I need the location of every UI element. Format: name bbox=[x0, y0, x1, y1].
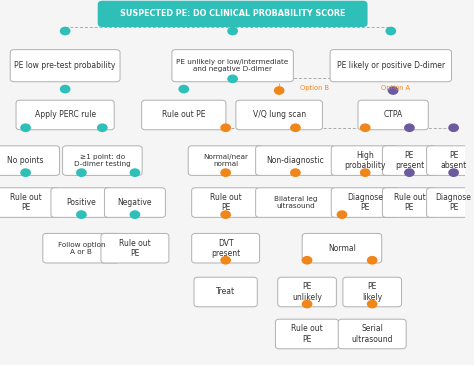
Text: High
probability: High probability bbox=[345, 151, 386, 170]
Text: Rule out
PE: Rule out PE bbox=[393, 193, 425, 212]
Circle shape bbox=[337, 211, 346, 218]
Circle shape bbox=[405, 169, 414, 176]
Text: Diagnose
PE: Diagnose PE bbox=[347, 193, 383, 212]
Circle shape bbox=[367, 257, 377, 264]
Text: PE unlikely or low/intermediate
and negative D-dimer: PE unlikely or low/intermediate and nega… bbox=[176, 59, 289, 72]
Text: CTPA: CTPA bbox=[383, 111, 403, 119]
Circle shape bbox=[77, 211, 86, 218]
Text: Non-diagnostic: Non-diagnostic bbox=[266, 156, 324, 165]
Text: Rule out
PE: Rule out PE bbox=[119, 238, 151, 258]
Text: V/Q lung scan: V/Q lung scan bbox=[253, 111, 306, 119]
Text: Diagnose
PE: Diagnose PE bbox=[436, 193, 472, 212]
Text: Rule out PE: Rule out PE bbox=[162, 111, 206, 119]
Circle shape bbox=[21, 169, 30, 176]
Circle shape bbox=[221, 257, 230, 264]
Circle shape bbox=[130, 211, 139, 218]
FancyBboxPatch shape bbox=[330, 50, 452, 82]
FancyBboxPatch shape bbox=[302, 234, 382, 263]
Text: PE low pre-test probability: PE low pre-test probability bbox=[14, 61, 116, 70]
Circle shape bbox=[221, 211, 230, 218]
Circle shape bbox=[291, 124, 300, 131]
FancyBboxPatch shape bbox=[383, 188, 437, 218]
Text: Rule out
PE: Rule out PE bbox=[291, 324, 323, 344]
Text: Follow option
A or B: Follow option A or B bbox=[58, 242, 105, 255]
Text: Rule out
PE: Rule out PE bbox=[9, 193, 41, 212]
Text: Option A: Option A bbox=[381, 85, 410, 91]
FancyBboxPatch shape bbox=[0, 146, 60, 175]
Text: No points: No points bbox=[7, 156, 44, 165]
Circle shape bbox=[61, 85, 70, 93]
Circle shape bbox=[302, 257, 312, 264]
FancyBboxPatch shape bbox=[191, 234, 260, 263]
FancyBboxPatch shape bbox=[427, 146, 474, 175]
Circle shape bbox=[130, 169, 139, 176]
Circle shape bbox=[449, 169, 458, 176]
Circle shape bbox=[98, 124, 107, 131]
FancyBboxPatch shape bbox=[278, 277, 337, 307]
Text: PE
likely: PE likely bbox=[362, 282, 382, 302]
Circle shape bbox=[61, 27, 70, 35]
FancyBboxPatch shape bbox=[255, 146, 335, 175]
FancyBboxPatch shape bbox=[51, 188, 112, 218]
FancyBboxPatch shape bbox=[188, 146, 263, 175]
Text: PE likely or positive D-dimer: PE likely or positive D-dimer bbox=[337, 61, 445, 70]
FancyBboxPatch shape bbox=[43, 234, 120, 263]
Circle shape bbox=[274, 87, 284, 94]
FancyBboxPatch shape bbox=[255, 188, 335, 218]
Circle shape bbox=[389, 87, 398, 94]
FancyBboxPatch shape bbox=[104, 188, 165, 218]
FancyBboxPatch shape bbox=[142, 100, 226, 130]
FancyBboxPatch shape bbox=[101, 234, 169, 263]
Circle shape bbox=[449, 124, 458, 131]
FancyBboxPatch shape bbox=[0, 188, 60, 218]
Circle shape bbox=[221, 124, 230, 131]
Text: Normal: Normal bbox=[328, 244, 356, 253]
Circle shape bbox=[221, 169, 230, 176]
Circle shape bbox=[291, 169, 300, 176]
FancyBboxPatch shape bbox=[427, 188, 474, 218]
Circle shape bbox=[228, 27, 237, 35]
FancyBboxPatch shape bbox=[343, 277, 401, 307]
Text: ≥1 point: do
D-dimer testing: ≥1 point: do D-dimer testing bbox=[74, 154, 131, 167]
FancyBboxPatch shape bbox=[63, 146, 142, 175]
Text: PE
unlikely: PE unlikely bbox=[292, 282, 322, 302]
Text: Treat: Treat bbox=[216, 288, 235, 296]
FancyBboxPatch shape bbox=[172, 50, 293, 82]
Text: PE
present: PE present bbox=[395, 151, 424, 170]
FancyBboxPatch shape bbox=[275, 319, 339, 349]
Circle shape bbox=[228, 75, 237, 82]
Circle shape bbox=[361, 169, 370, 176]
Circle shape bbox=[21, 124, 30, 131]
Text: Apply PERC rule: Apply PERC rule bbox=[35, 111, 96, 119]
FancyBboxPatch shape bbox=[194, 277, 257, 307]
Circle shape bbox=[179, 85, 189, 93]
FancyBboxPatch shape bbox=[16, 100, 114, 130]
Circle shape bbox=[367, 300, 377, 308]
Text: PE
absent: PE absent bbox=[440, 151, 467, 170]
Text: DVT
present: DVT present bbox=[211, 238, 240, 258]
Circle shape bbox=[405, 124, 414, 131]
FancyBboxPatch shape bbox=[191, 188, 260, 218]
FancyBboxPatch shape bbox=[236, 100, 322, 130]
FancyBboxPatch shape bbox=[338, 319, 406, 349]
Circle shape bbox=[302, 300, 312, 308]
FancyBboxPatch shape bbox=[331, 188, 399, 218]
Circle shape bbox=[361, 124, 370, 131]
FancyBboxPatch shape bbox=[331, 146, 399, 175]
FancyBboxPatch shape bbox=[10, 50, 120, 82]
Text: Serial
ultrasound: Serial ultrasound bbox=[351, 324, 393, 344]
FancyBboxPatch shape bbox=[383, 146, 437, 175]
Text: Negative: Negative bbox=[118, 198, 152, 207]
Text: SUSPECTED PE: DO CLINICAL PROBABILITY SCORE: SUSPECTED PE: DO CLINICAL PROBABILITY SC… bbox=[120, 9, 346, 18]
Circle shape bbox=[386, 27, 395, 35]
Text: Rule out
PE: Rule out PE bbox=[210, 193, 242, 212]
Circle shape bbox=[77, 169, 86, 176]
Text: Option B: Option B bbox=[300, 85, 329, 91]
Text: Bilateral leg
ultrasound: Bilateral leg ultrasound bbox=[273, 196, 317, 209]
FancyBboxPatch shape bbox=[98, 1, 367, 27]
Text: Normal/near
normal: Normal/near normal bbox=[203, 154, 248, 167]
FancyBboxPatch shape bbox=[358, 100, 428, 130]
Text: Positive: Positive bbox=[66, 198, 96, 207]
